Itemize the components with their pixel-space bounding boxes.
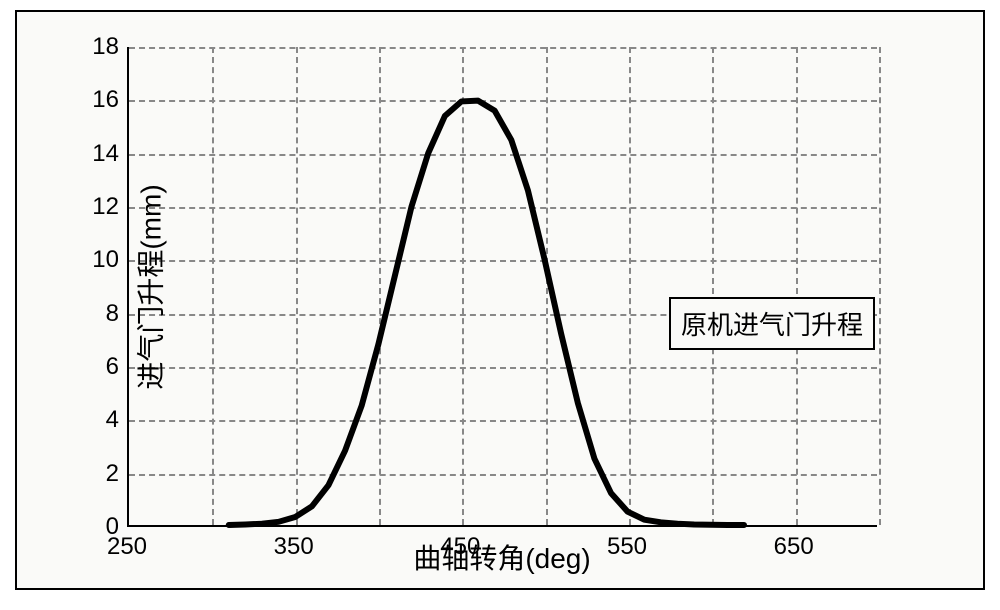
y-axis-label: 进气门升程(mm) <box>130 184 170 389</box>
x-axis-label: 曲轴转角(deg) <box>413 537 590 577</box>
x-tick-label: 250 <box>97 533 157 561</box>
x-tick-label: 650 <box>764 533 824 561</box>
y-tick-label: 16 <box>69 86 119 114</box>
y-tick-label: 12 <box>69 193 119 221</box>
x-tick-label: 550 <box>597 533 657 561</box>
grid-line-vertical <box>879 47 881 525</box>
x-tick-label: 350 <box>264 533 324 561</box>
chart-frame: 024681012141618 250350450550650 进气门升程(mm… <box>15 10 985 590</box>
y-tick-label: 10 <box>69 246 119 274</box>
legend-label: 原机进气门升程 <box>681 310 863 340</box>
curve-svg <box>129 47 877 525</box>
y-tick-label: 6 <box>69 353 119 381</box>
y-tick-label: 18 <box>69 33 119 61</box>
y-tick-label: 8 <box>69 300 119 328</box>
y-tick-label: 14 <box>69 140 119 168</box>
valve-lift-curve <box>229 101 744 525</box>
chart-container: 024681012141618 250350450550650 进气门升程(mm… <box>127 47 877 527</box>
y-tick-label: 2 <box>69 460 119 488</box>
y-tick-label: 4 <box>69 406 119 434</box>
legend-box: 原机进气门升程 <box>669 297 875 350</box>
plot-area <box>127 47 877 527</box>
